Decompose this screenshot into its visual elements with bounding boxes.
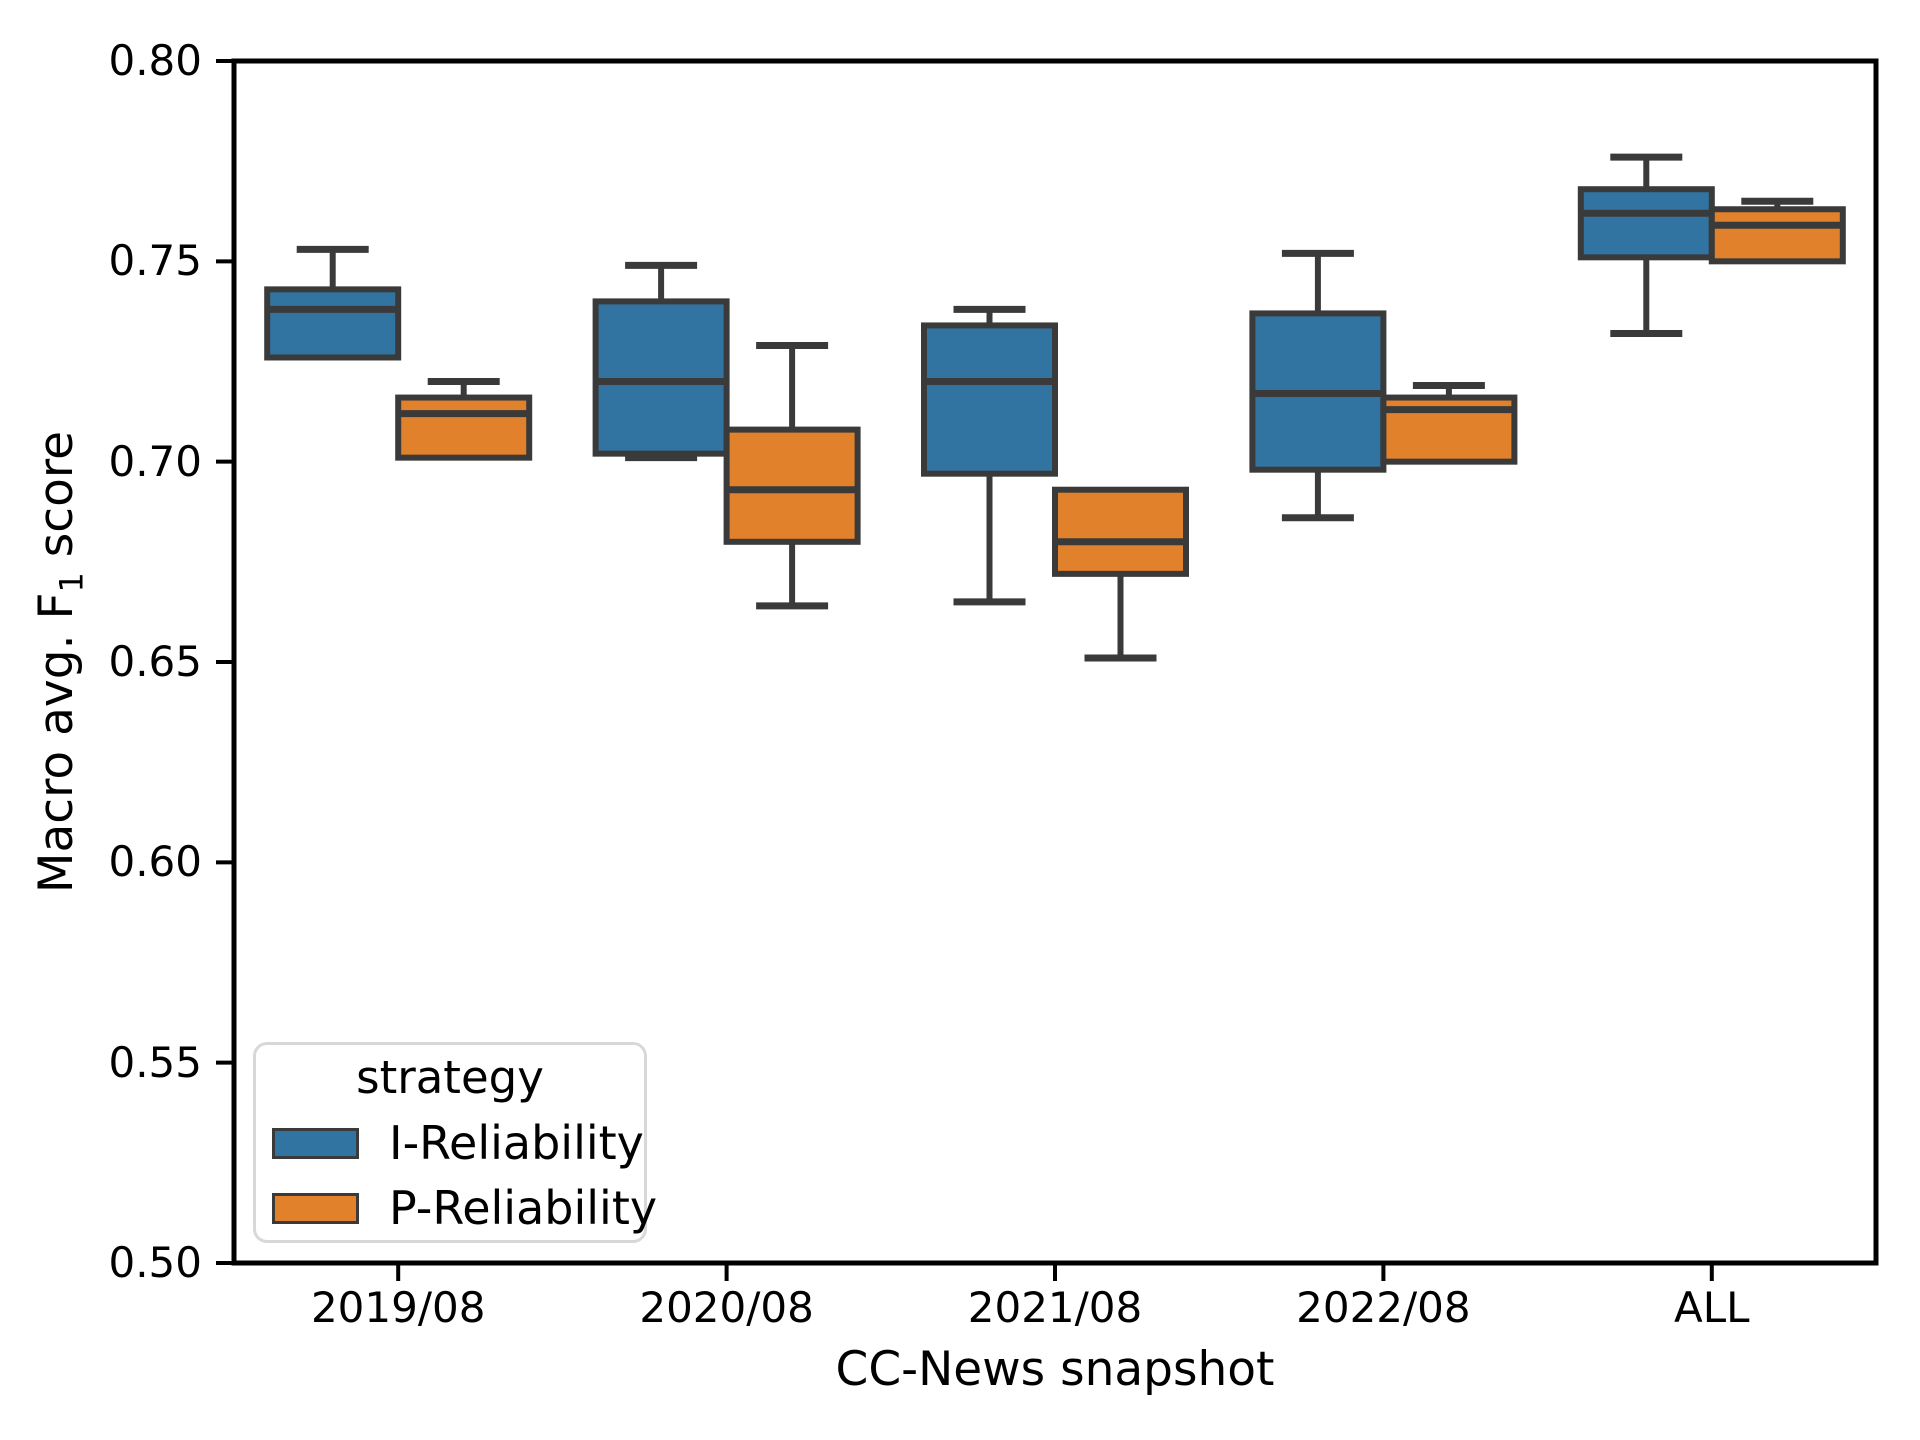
legend-item-i-reliability: I-Reliability (272, 1118, 644, 1168)
y-tick-label-0.55: 0.55 (108, 1037, 202, 1087)
box-i-reliability-2020-08 (592, 298, 730, 457)
y-axis-title: Macro avg. F1 score (29, 430, 90, 894)
legend-item-p-reliability: P-Reliability (272, 1183, 657, 1233)
box-p-reliability-2020-08 (723, 426, 861, 545)
x-tick-label-2021-08: 2021/08 (967, 1283, 1143, 1332)
legend-title: strategy (356, 1051, 544, 1104)
y-tick-label-0.70: 0.70 (108, 436, 202, 486)
box-i-reliability-2019-08 (264, 286, 402, 361)
y-axis-title-suffix: score (29, 430, 84, 573)
box-p-reliability-2019-08 (395, 394, 533, 461)
y-tick-label-0.60: 0.60 (108, 837, 202, 887)
y-tick-label-0.65: 0.65 (108, 637, 202, 686)
x-axis-title: CC-News snapshot (835, 1342, 1275, 1397)
box-i-reliability-all (1577, 186, 1715, 261)
x-tick-label-2019-08: 2019/08 (310, 1283, 486, 1332)
p-reliability-legend-label: P-Reliability (389, 1181, 658, 1235)
i-reliability-color-swatch (272, 1127, 359, 1159)
x-tick-label-all: ALL (1674, 1283, 1750, 1332)
box-p-reliability-all (1708, 206, 1846, 265)
y-axis-title-prefix: Macro avg. F (29, 592, 84, 894)
legend: strategy I-Reliability P-Reliability (253, 1042, 657, 1243)
y-tick-label-0.50: 0.50 (108, 1238, 202, 1287)
box-i-reliability-2021-08 (921, 322, 1058, 477)
y-axis-title-subscript: 1 (52, 572, 91, 593)
y-tick-label-0.75: 0.75 (108, 236, 202, 286)
y-tick-label-0.80: 0.80 (108, 36, 202, 85)
i-reliability-legend-label: I-Reliability (389, 1116, 644, 1170)
x-tick-label-2020-08: 2020/08 (639, 1283, 814, 1332)
p-reliability-color-swatch (272, 1192, 359, 1224)
x-tick-label-2022-08: 2022/08 (1296, 1283, 1471, 1332)
box-p-reliability-2021-08 (1052, 486, 1189, 577)
